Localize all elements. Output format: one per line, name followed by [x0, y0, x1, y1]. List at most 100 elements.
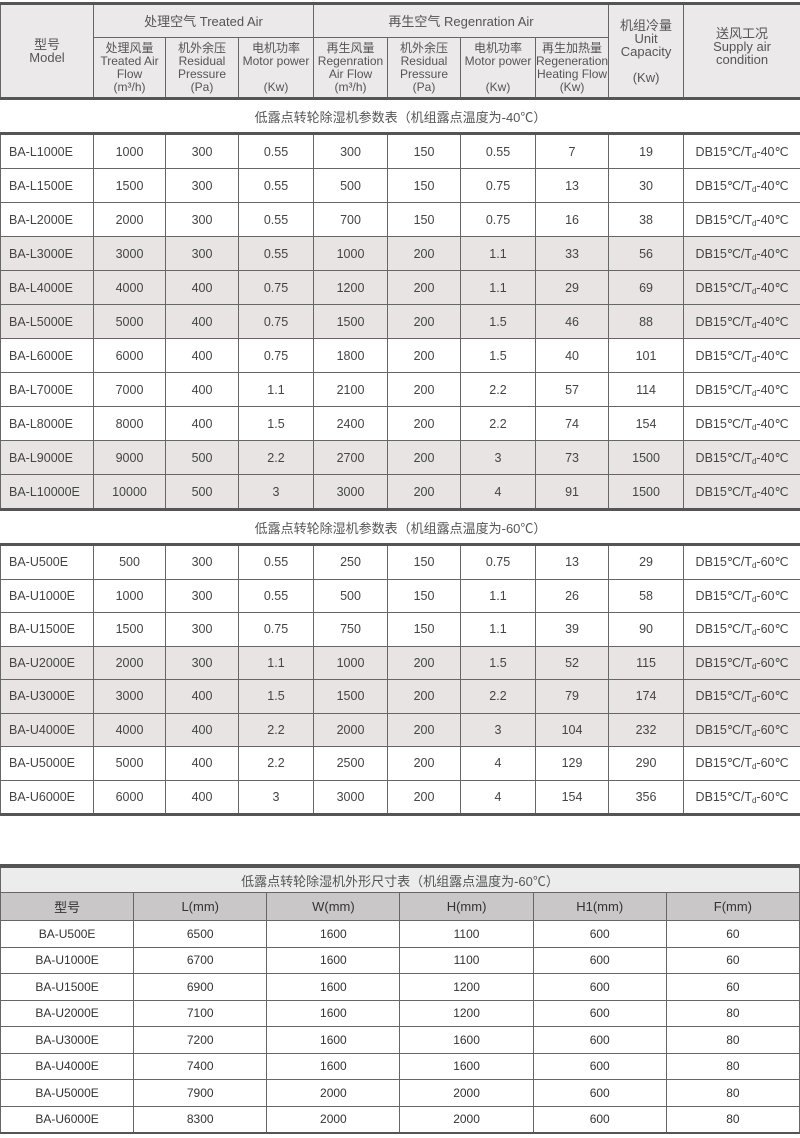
condition-subscript: d	[751, 728, 757, 738]
value-cell: 1100	[399, 920, 534, 948]
condition-subscript: d	[751, 661, 757, 671]
condition-suffix: -60℃	[756, 555, 789, 570]
dimension-table-title: 低露点转轮除湿机外形尺寸表（机组露点温度为-60℃）	[0, 865, 800, 893]
table-row: BA-U500E 500 300 0.55 250 150 0.75 13 29 DB15℃/Td…	[0, 543, 800, 580]
value-cell: 300	[165, 645, 239, 680]
condition-subscript: d	[751, 354, 757, 364]
condition-prefix: DB15℃/T	[695, 722, 752, 737]
model-cell: BA-L5000E	[0, 304, 94, 339]
value-cell: 2700	[313, 440, 388, 475]
value-cell: 79	[534, 679, 610, 714]
value-cell: 300	[165, 202, 239, 237]
value-cell: 5000	[93, 746, 166, 781]
condition-subscript: d	[751, 388, 757, 398]
condition-prefix: DB15℃/T	[695, 484, 752, 499]
condition-subscript: d	[751, 490, 757, 500]
dimension-header: W(mm)	[266, 892, 401, 921]
value-cell: 46	[534, 304, 610, 339]
value-cell: 3000	[313, 474, 388, 510]
table-row: BA-U3000E 3000 400 1.5 1500 200 2.2 79 174 DB15℃/…	[0, 679, 800, 714]
table-row: BA-U1500E 1500 300 0.75 750 150 1.1 39 90 DB15℃/T…	[0, 612, 800, 647]
value-cell: 6000	[93, 338, 166, 373]
value-cell: 7900	[133, 1079, 268, 1107]
value-cell: 1200	[313, 270, 388, 305]
value-cell: 200	[387, 372, 461, 407]
subheader-line: 再生加热量	[542, 40, 603, 55]
value-cell: 600	[532, 1052, 667, 1080]
condition-suffix: -60℃	[756, 655, 789, 670]
model-cell: BA-L9000E	[0, 440, 94, 475]
subheader-line: 再生风量	[326, 40, 375, 55]
value-cell: 1000	[313, 236, 388, 271]
value-cell: 500	[313, 578, 388, 613]
value-cell: 80	[665, 999, 800, 1027]
header-unit-capacity: 机组冷量 Unit Capacity (Kw)	[608, 3, 685, 99]
condition-suffix: -40℃	[756, 280, 789, 295]
condition-subscript: d	[751, 286, 757, 296]
value-cell: 80	[665, 1052, 800, 1080]
subheader-line: 处理风量	[105, 40, 154, 55]
value-cell: 33	[534, 236, 610, 271]
value-cell: 2500	[313, 746, 388, 781]
supply-condition-cell: DB15℃/Td-40℃	[683, 236, 800, 271]
value-cell: 200	[387, 236, 461, 271]
value-cell: 58	[608, 578, 685, 613]
value-cell: 1600	[266, 1052, 401, 1080]
model-cell: BA-U500E	[0, 920, 135, 948]
value-cell: 300	[165, 236, 239, 271]
condition-prefix: DB15℃/T	[695, 622, 752, 637]
value-cell: 29	[608, 543, 685, 580]
subheader-line: Heating Flow	[537, 66, 608, 81]
model-cell: BA-U1000E	[0, 946, 135, 974]
value-cell: 200	[387, 406, 461, 441]
table-row: BA-L9000E 9000 500 2.2 2700 200 3 73 1500 DB15℃/T…	[0, 440, 800, 475]
value-cell: 400	[165, 338, 239, 373]
subheader-cell: 处理风量 Treated Air Flow (m³/h)	[93, 37, 166, 99]
value-cell: 8000	[93, 406, 166, 441]
model-cell: BA-L2000E	[0, 202, 94, 237]
supply-condition-cell: DB15℃/Td-60℃	[683, 712, 800, 747]
value-cell: 174	[608, 679, 685, 714]
dimension-header: H(mm)	[399, 892, 534, 921]
header-supply-condition: 送风工况 Supply air condition	[683, 3, 800, 99]
value-cell: 2000	[399, 1105, 534, 1134]
condition-subscript: d	[751, 320, 757, 330]
value-cell: 200	[387, 338, 461, 373]
condition-subscript: d	[751, 795, 757, 805]
value-cell: 200	[387, 304, 461, 339]
condition-suffix: -40℃	[756, 178, 789, 193]
condition-suffix: -40℃	[756, 212, 789, 227]
supply-condition-cell: DB15℃/Td-40℃	[683, 338, 800, 373]
dimension-header: 型号	[0, 892, 135, 921]
value-cell: 2000	[93, 645, 166, 680]
supply-condition-cell: DB15℃/Td-40℃	[683, 304, 800, 339]
value-cell: 1600	[266, 946, 401, 974]
value-cell: 129	[534, 746, 610, 781]
section-title-row: 低露点转轮除湿机参数表（机组露点温度为-40℃）	[0, 98, 800, 134]
value-cell: 1.5	[460, 338, 536, 373]
value-cell: 200	[387, 645, 461, 680]
value-cell: 9000	[93, 440, 166, 475]
value-cell: 1200	[399, 999, 534, 1027]
value-cell: 0.75	[238, 338, 314, 373]
condition-prefix: DB15℃/T	[695, 588, 752, 603]
model-cell: BA-U2000E	[0, 645, 94, 680]
condition-prefix: DB15℃/T	[695, 789, 752, 804]
value-cell: 400	[165, 779, 239, 816]
model-cell: BA-L8000E	[0, 406, 94, 441]
table-row: BA-U2000E 2000 300 1.1 1000 200 1.5 52 115 DB15℃/…	[0, 645, 800, 680]
condition-prefix: DB15℃/T	[695, 555, 752, 570]
subheader-cell: 机外余压 Residual Pressure (Pa)	[165, 37, 239, 99]
subheader-line: Motor power	[242, 53, 310, 68]
value-cell: 2000	[313, 712, 388, 747]
value-cell: 8300	[133, 1105, 268, 1134]
value-cell: 1.1	[460, 236, 536, 271]
value-cell: 200	[387, 746, 461, 781]
dimension-header: F(mm)	[665, 892, 800, 921]
supply-condition-cell: DB15℃/Td-60℃	[683, 612, 800, 647]
value-cell: 30	[608, 168, 685, 203]
subheader-line: Pressure	[399, 66, 449, 81]
value-cell: 1.5	[238, 679, 314, 714]
value-cell: 104	[534, 712, 610, 747]
condition-subscript: d	[751, 184, 757, 194]
